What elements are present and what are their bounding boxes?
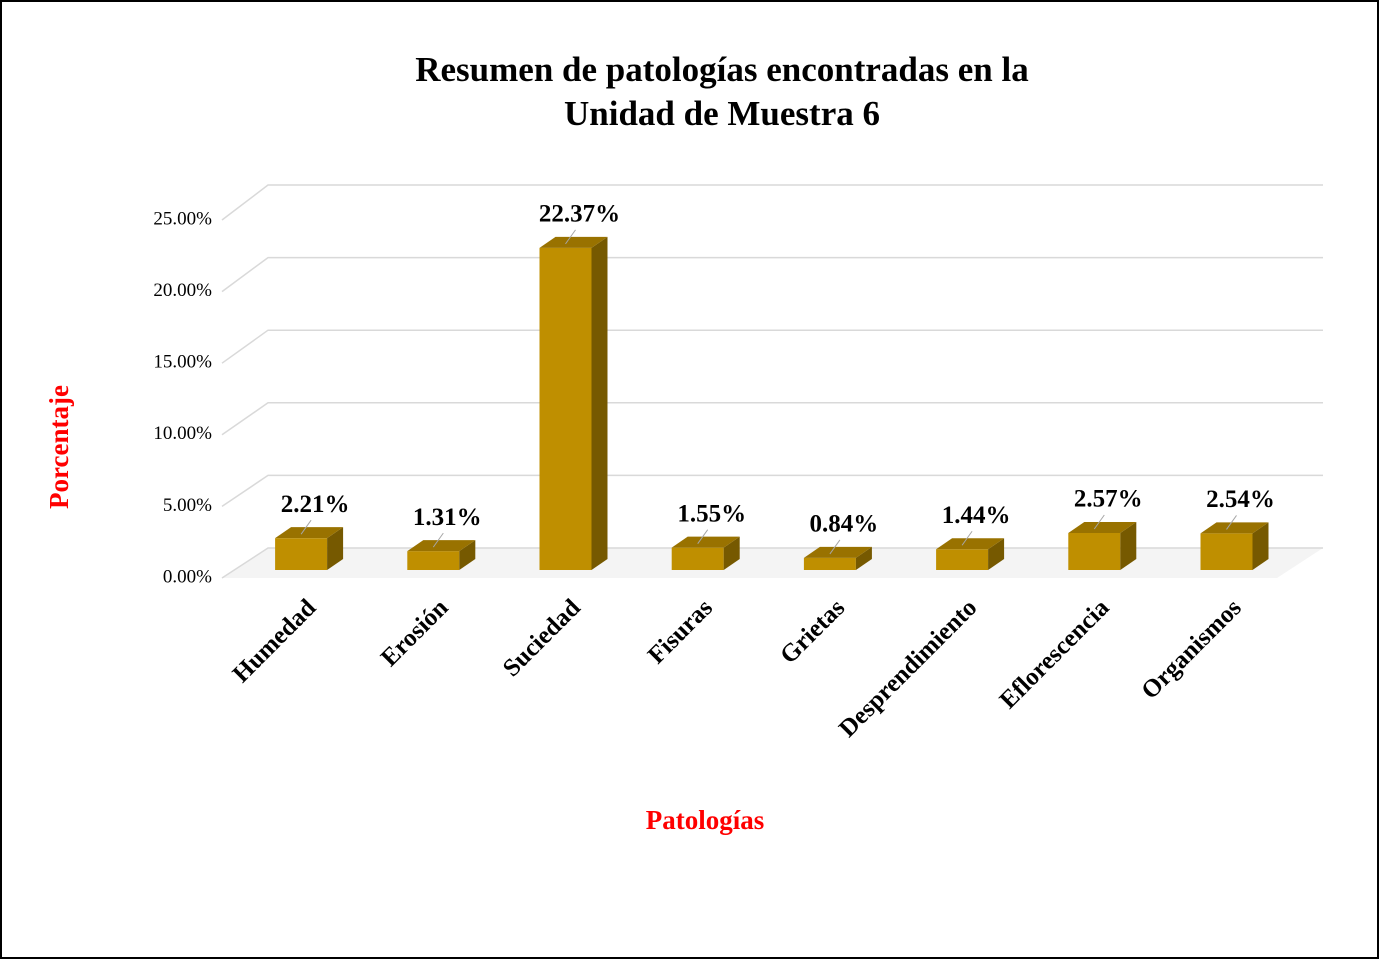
bar-side (591, 236, 608, 570)
floor (222, 548, 1323, 578)
y-axis-title: Porcentaje (44, 385, 74, 509)
bar-side (1120, 521, 1137, 570)
leader-line (1093, 514, 1105, 530)
y-tick-label: 20.00% (153, 280, 212, 301)
grid-line (221, 256, 1323, 293)
bar-side (459, 540, 476, 570)
bar (539, 247, 592, 570)
bar (1200, 533, 1253, 570)
grid-line (221, 184, 1323, 221)
value-label: 22.37% (539, 201, 620, 228)
leader-line (829, 539, 841, 555)
value-label: 0.84% (810, 511, 879, 538)
leader-line (432, 532, 444, 548)
bar (275, 538, 328, 570)
bar-top (275, 527, 344, 539)
value-label: 1.31% (413, 504, 482, 531)
bar-side (988, 538, 1005, 570)
value-label: 1.44% (942, 502, 1011, 529)
value-label: 1.55% (677, 500, 746, 527)
leader-line (1226, 515, 1237, 530)
bar-top (407, 540, 476, 552)
bar (407, 551, 460, 570)
bar (803, 557, 856, 570)
grid-line (221, 474, 1323, 508)
value-label: 2.57% (1074, 486, 1143, 513)
bar (936, 549, 989, 570)
value-label: 2.21% (281, 491, 350, 518)
y-tick-label: 15.00% (153, 352, 212, 373)
chart-title: Resumen de patologías encontradas en la (415, 50, 1029, 89)
y-tick-label: 25.00% (153, 208, 212, 229)
y-tick-label: 0.00% (163, 566, 212, 587)
y-tick-label: 10.00% (153, 423, 212, 444)
bar-top (1068, 521, 1137, 533)
bar-side (327, 527, 344, 570)
bar-top (539, 236, 608, 248)
leader-line (565, 229, 576, 245)
leader-line (697, 529, 709, 544)
bar-side (1252, 522, 1269, 570)
leader-line (961, 530, 973, 546)
value-label: 2.54% (1206, 486, 1275, 513)
x-axis-title: Patologías (646, 805, 765, 835)
y-tick-label: 5.00% (163, 495, 212, 516)
bar-top (1200, 522, 1269, 534)
chart-title: Unidad de Muestra 6 (564, 94, 880, 133)
bar-side (855, 546, 872, 570)
leader-line (300, 519, 312, 535)
bar (1068, 532, 1121, 570)
bar (671, 547, 724, 570)
bar-top (671, 536, 740, 548)
bar-top (936, 538, 1005, 550)
grid-line (221, 329, 1323, 364)
bar-side (723, 536, 740, 570)
grid-line (221, 402, 1323, 436)
bar-top (803, 546, 872, 558)
